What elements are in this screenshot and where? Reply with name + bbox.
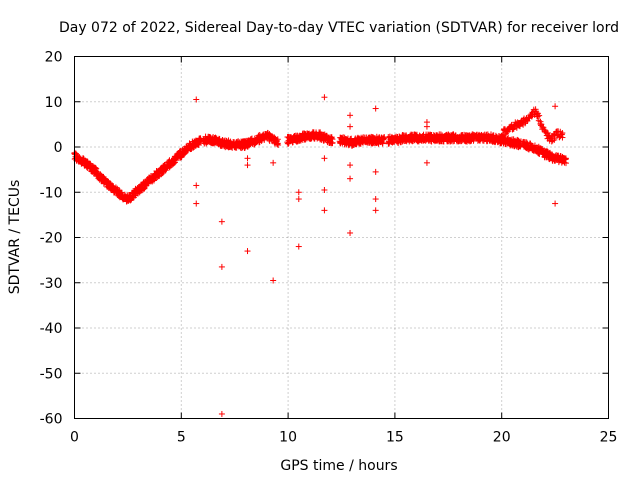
y-tick-label: -60 (40, 412, 63, 428)
outlier-point (321, 94, 328, 101)
data-points (71, 94, 569, 417)
y-tick-label: -10 (40, 185, 63, 201)
data-point (171, 160, 178, 167)
data-point (381, 135, 388, 142)
outlier-point (372, 168, 379, 175)
data-point (559, 129, 566, 136)
data-point (532, 106, 539, 113)
outlier-point (552, 200, 559, 207)
data-point (504, 129, 511, 136)
outlier-point (423, 123, 430, 130)
data-point (544, 129, 551, 136)
data-point (275, 142, 282, 149)
outlier-point (347, 162, 354, 169)
outlier-point (270, 277, 277, 284)
y-tick-label: 0 (54, 140, 63, 156)
outlier-point (193, 200, 200, 207)
data-point (538, 121, 545, 128)
x-tick-label: 10 (279, 430, 297, 446)
data-point (558, 131, 565, 138)
outlier-point (244, 162, 251, 169)
outlier-point (423, 159, 430, 166)
tick-layer: 0 5 10 15 20 25 -60 -50 -40 -30 -20 -10 0 10 20 (40, 50, 618, 446)
outlier-point (347, 175, 354, 182)
data-point (80, 155, 87, 162)
data-point (562, 160, 569, 167)
outlier-point (244, 155, 251, 162)
outlier-point (321, 186, 328, 193)
outlier-point (295, 189, 302, 196)
y-tick-label: -40 (40, 321, 63, 337)
data-point (534, 113, 541, 120)
outlier-point (347, 123, 354, 130)
outlier-point (244, 248, 251, 255)
outlier-point (552, 103, 559, 110)
outlier-point (372, 196, 379, 203)
data-point (542, 129, 549, 136)
x-tick-label: 15 (386, 430, 404, 446)
y-tick-label: 20 (45, 50, 63, 66)
y-tick-label: -20 (40, 231, 63, 247)
outlier-point (193, 96, 200, 103)
plot-frame (74, 56, 609, 419)
x-tick-label: 0 (70, 430, 79, 446)
outlier-point (321, 155, 328, 162)
grid-layer (74, 56, 609, 419)
x-tick-label: 20 (493, 430, 511, 446)
chart-title: Day 072 of 2022, Sidereal Day-to-day VTE… (59, 20, 619, 36)
data-point (159, 170, 166, 177)
outlier-point (295, 243, 302, 250)
y-tick-label: -50 (40, 366, 63, 382)
outlier-point (347, 112, 354, 119)
outlier-point (372, 105, 379, 112)
outlier-point (295, 196, 302, 203)
data-point (536, 112, 543, 119)
x-tick-label: 5 (177, 430, 186, 446)
y-axis-label: SDTVAR / TECUs (7, 180, 23, 295)
y-tick-label: -30 (40, 276, 63, 292)
x-axis-label: GPS time / hours (280, 458, 397, 474)
outlier-point (270, 159, 277, 166)
outlier-point (321, 207, 328, 214)
outlier-point (218, 218, 225, 225)
outlier-point (372, 207, 379, 214)
outlier-point (218, 410, 225, 417)
x-tick-label: 25 (600, 430, 618, 446)
y-tick-label: 10 (45, 95, 63, 111)
data-point (329, 136, 336, 143)
data-point (437, 131, 444, 138)
data-point (93, 165, 100, 172)
outlier-point (218, 263, 225, 270)
outlier-point (347, 229, 354, 236)
outlier-point (193, 182, 200, 189)
